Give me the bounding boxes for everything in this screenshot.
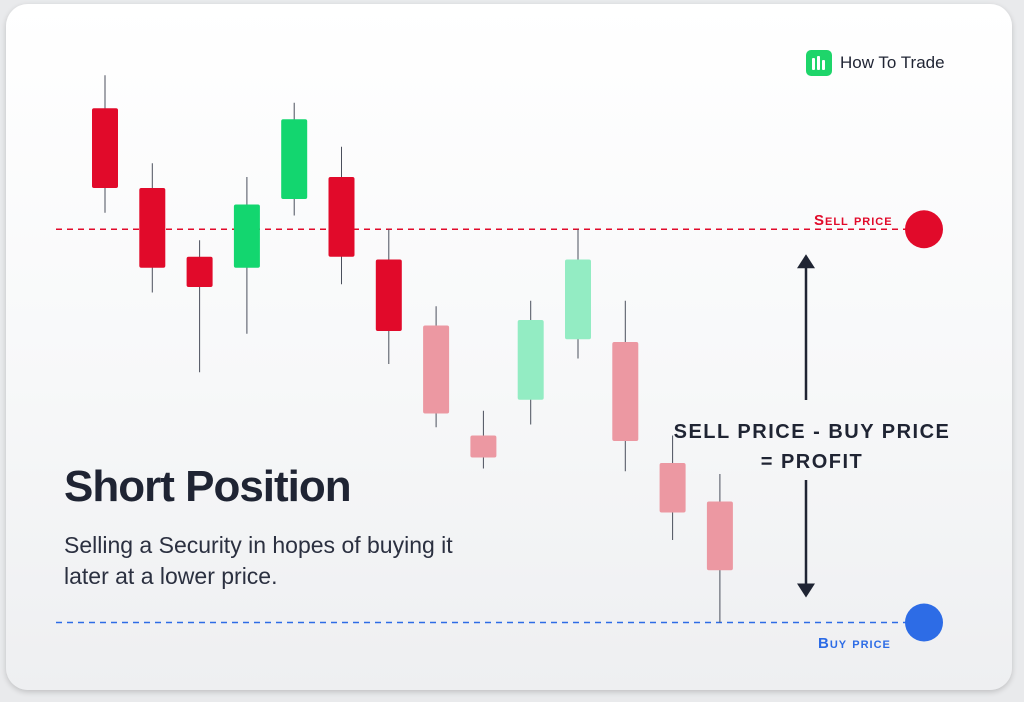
- bearish-candle: [328, 177, 355, 257]
- bearish-candle: [92, 108, 118, 188]
- page-subtitle: Selling a Security in hopes of buying it…: [64, 532, 453, 589]
- buy-price-label: Buy price: [818, 635, 891, 652]
- arrow-down-icon: [797, 583, 815, 598]
- bearish-candle: [186, 256, 213, 287]
- sell-price-marker: [905, 210, 943, 249]
- brand-logo[interactable]: How To Trade: [806, 50, 945, 76]
- candlestick-chart: [56, 75, 943, 642]
- bearish-candle: [659, 463, 686, 513]
- profit-annotation-line2: = PROFIT: [760, 451, 864, 473]
- brand-name: How To Trade: [840, 53, 945, 72]
- arrow-up-icon: [797, 254, 815, 269]
- profit-annotation-line1: SELL PRICE - BUY PRICE: [673, 421, 951, 443]
- bearish-candle: [706, 501, 733, 571]
- bearish-candle: [470, 435, 497, 458]
- bearish-candle: [139, 188, 166, 268]
- bearish-candle: [423, 325, 450, 414]
- profit-annotation: SELL PRICE - BUY PRICE = PROFIT: [670, 417, 954, 477]
- bar-chart-logo-icon: [806, 50, 832, 76]
- bullish-candle: [565, 259, 591, 340]
- bearish-candle: [612, 342, 639, 441]
- page-title: Short Position: [64, 462, 352, 511]
- buy-price-marker: [905, 603, 943, 642]
- bullish-candle: [517, 320, 544, 400]
- sell-price-label: Sell price: [814, 212, 893, 229]
- bearish-candle: [375, 259, 402, 331]
- bullish-candle: [281, 119, 308, 199]
- bullish-candle: [233, 204, 260, 268]
- chart-card: How To Trade Sell price Buy price SELL P…: [6, 4, 1012, 690]
